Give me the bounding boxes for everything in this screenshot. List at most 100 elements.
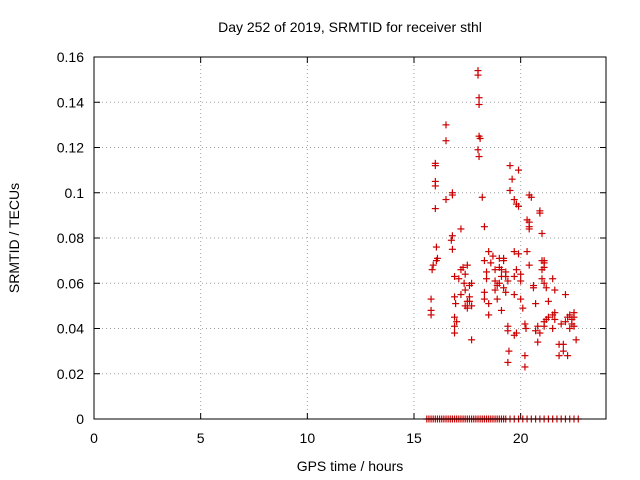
- data-point: [448, 191, 456, 199]
- data-point: [461, 286, 469, 294]
- data-point: [521, 352, 529, 360]
- data-point: [495, 279, 503, 287]
- data-point: [504, 327, 512, 335]
- data-point: [504, 358, 512, 366]
- data-point: [497, 306, 505, 314]
- y-tick-label: 0.1: [65, 185, 85, 201]
- data-point: [451, 313, 459, 321]
- data-point: [475, 94, 483, 102]
- data-point: [442, 196, 450, 204]
- data-point: [489, 252, 497, 260]
- y-tick-label: 0.06: [57, 275, 84, 291]
- data-point: [534, 322, 542, 330]
- data-point: [476, 134, 484, 142]
- data-point: [570, 313, 578, 321]
- data-point: [480, 257, 488, 265]
- data-point: [475, 153, 483, 161]
- data-point: [460, 279, 468, 287]
- data-point: [505, 347, 513, 355]
- data-point: [540, 279, 548, 287]
- y-tick-label: 0.12: [57, 140, 84, 156]
- data-point: [483, 268, 491, 276]
- data-point: [428, 266, 436, 274]
- grid: [94, 57, 606, 419]
- data-point: [542, 284, 550, 292]
- data-point: [468, 302, 476, 310]
- data-point: [510, 272, 518, 280]
- y-tick-label: 0: [76, 411, 84, 427]
- data-point: [549, 311, 557, 319]
- data-point: [532, 300, 540, 308]
- data-point: [447, 236, 455, 244]
- data-point: [538, 229, 546, 237]
- data-point: [448, 232, 456, 240]
- data-point: [510, 196, 518, 204]
- data-point: [561, 318, 569, 326]
- data-point: [549, 275, 557, 283]
- data-point: [451, 272, 459, 280]
- data-point: [442, 137, 450, 145]
- data-point: [551, 286, 559, 294]
- data-point: [432, 243, 440, 251]
- data-point: [517, 277, 525, 285]
- data-point: [480, 288, 488, 296]
- data-point: [455, 275, 463, 283]
- x-axis-label: GPS time / hours: [297, 458, 404, 474]
- data-point: [465, 297, 473, 305]
- data-point: [544, 297, 552, 305]
- data-point: [510, 291, 518, 299]
- data-point: [468, 336, 476, 344]
- data-point: [431, 162, 439, 170]
- data-point: [534, 338, 542, 346]
- data-point: [527, 193, 535, 201]
- data-point: [431, 182, 439, 190]
- data-point: [451, 329, 459, 337]
- data-point: [451, 293, 459, 301]
- data-point: [510, 331, 518, 339]
- data-point: [566, 311, 574, 319]
- data-point: [559, 340, 567, 348]
- data-point: [525, 261, 533, 269]
- data-point: [536, 209, 544, 217]
- data-points: [423, 67, 582, 423]
- x-tick-label: 10: [300, 430, 316, 446]
- x-tick-labels: 0 5 10 15 20: [90, 430, 529, 446]
- data-point: [463, 261, 471, 269]
- data-point: [457, 225, 465, 233]
- data-point: [515, 202, 523, 210]
- data-point: [549, 325, 557, 332]
- data-point: [427, 311, 435, 319]
- x-tick-label: 5: [197, 430, 205, 446]
- data-point: [564, 352, 572, 360]
- y-axis-label: SRMTID / TECUs: [6, 183, 22, 293]
- data-point: [483, 275, 491, 283]
- chart-title: Day 252 of 2019, SRMTID for receiver sth…: [218, 19, 482, 35]
- data-point: [491, 286, 499, 294]
- data-point: [463, 304, 471, 312]
- data-point: [468, 279, 476, 287]
- x-tick-label: 15: [406, 430, 422, 446]
- data-point: [508, 175, 516, 183]
- data-point: [538, 266, 546, 274]
- data-point: [551, 315, 559, 323]
- y-tick-label: 0.02: [57, 366, 84, 382]
- data-point: [497, 266, 505, 274]
- data-point: [557, 320, 565, 328]
- data-point: [512, 266, 520, 274]
- data-point: [493, 295, 501, 303]
- data-point: [485, 300, 493, 308]
- data-point: [500, 257, 508, 265]
- data-point: [566, 325, 574, 332]
- data-point: [572, 336, 580, 344]
- data-point: [561, 291, 569, 299]
- data-point: [431, 205, 439, 213]
- data-point: [487, 259, 495, 267]
- data-point: [559, 347, 567, 355]
- data-point: [517, 295, 525, 303]
- data-point: [522, 325, 530, 332]
- data-point: [432, 257, 440, 265]
- data-point: [510, 248, 518, 256]
- x-tick-label: 0: [90, 430, 98, 446]
- data-point: [506, 162, 514, 170]
